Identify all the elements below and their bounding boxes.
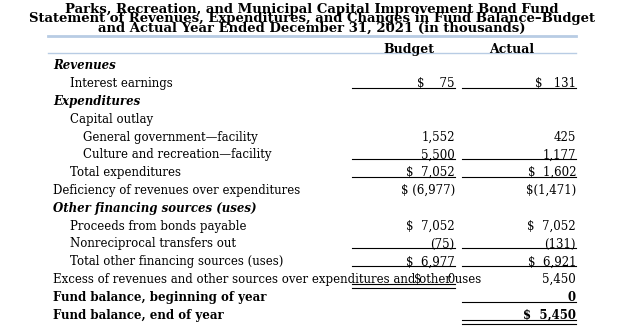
Text: $    75: $ 75 bbox=[417, 77, 455, 90]
Text: 0: 0 bbox=[568, 291, 576, 304]
Text: $  7,052: $ 7,052 bbox=[406, 220, 455, 233]
Text: $  7,052: $ 7,052 bbox=[527, 220, 576, 233]
Text: $  7,052: $ 7,052 bbox=[406, 166, 455, 179]
Text: 1,177: 1,177 bbox=[542, 148, 576, 161]
Text: Total expenditures: Total expenditures bbox=[69, 166, 180, 179]
Text: $   131: $ 131 bbox=[535, 77, 576, 90]
Text: $ (6,977): $ (6,977) bbox=[401, 184, 455, 197]
Text: Culture and recreation—facility: Culture and recreation—facility bbox=[83, 148, 271, 161]
Text: Revenues: Revenues bbox=[54, 59, 116, 72]
Text: 1,552: 1,552 bbox=[421, 131, 455, 144]
Text: Parks, Recreation, and Municipal Capital Improvement Bond Fund: Parks, Recreation, and Municipal Capital… bbox=[66, 3, 558, 16]
Text: Interest earnings: Interest earnings bbox=[69, 77, 172, 90]
Text: and Actual Year Ended December 31, 2021 (in thousands): and Actual Year Ended December 31, 2021 … bbox=[98, 22, 526, 35]
Text: $  6,921: $ 6,921 bbox=[527, 255, 576, 268]
Text: 5,450: 5,450 bbox=[542, 273, 576, 286]
Text: $(1,471): $(1,471) bbox=[526, 184, 576, 197]
Text: General government—facility: General government—facility bbox=[83, 131, 258, 144]
Text: Fund balance, beginning of year: Fund balance, beginning of year bbox=[54, 291, 267, 304]
Text: Statement of Revenues, Expenditures, and Changes in Fund Balance–Budget: Statement of Revenues, Expenditures, and… bbox=[29, 12, 595, 25]
Text: Budget: Budget bbox=[384, 43, 434, 56]
Text: Proceeds from bonds payable: Proceeds from bonds payable bbox=[69, 220, 246, 233]
Text: Fund balance, end of year: Fund balance, end of year bbox=[54, 309, 224, 322]
Text: $  6,977: $ 6,977 bbox=[406, 255, 455, 268]
Text: 425: 425 bbox=[553, 131, 576, 144]
Text: Total other financing sources (uses): Total other financing sources (uses) bbox=[69, 255, 283, 268]
Text: Other financing sources (uses): Other financing sources (uses) bbox=[54, 202, 257, 215]
Text: Nonreciprocal transfers out: Nonreciprocal transfers out bbox=[69, 237, 235, 250]
Text: Capital outlay: Capital outlay bbox=[69, 113, 153, 126]
Text: $  5,450: $ 5,450 bbox=[523, 309, 576, 322]
Text: Expenditures: Expenditures bbox=[54, 95, 140, 108]
Text: Actual: Actual bbox=[489, 43, 534, 56]
Text: Deficiency of revenues over expenditures: Deficiency of revenues over expenditures bbox=[54, 184, 301, 197]
Text: $  1,602: $ 1,602 bbox=[527, 166, 576, 179]
Text: $       0: $ 0 bbox=[414, 273, 455, 286]
Text: (75): (75) bbox=[431, 237, 455, 250]
Text: Excess of revenues and other sources over expenditures and other uses: Excess of revenues and other sources ove… bbox=[54, 273, 482, 286]
Text: (131): (131) bbox=[545, 237, 576, 250]
Text: 5,500: 5,500 bbox=[421, 148, 455, 161]
